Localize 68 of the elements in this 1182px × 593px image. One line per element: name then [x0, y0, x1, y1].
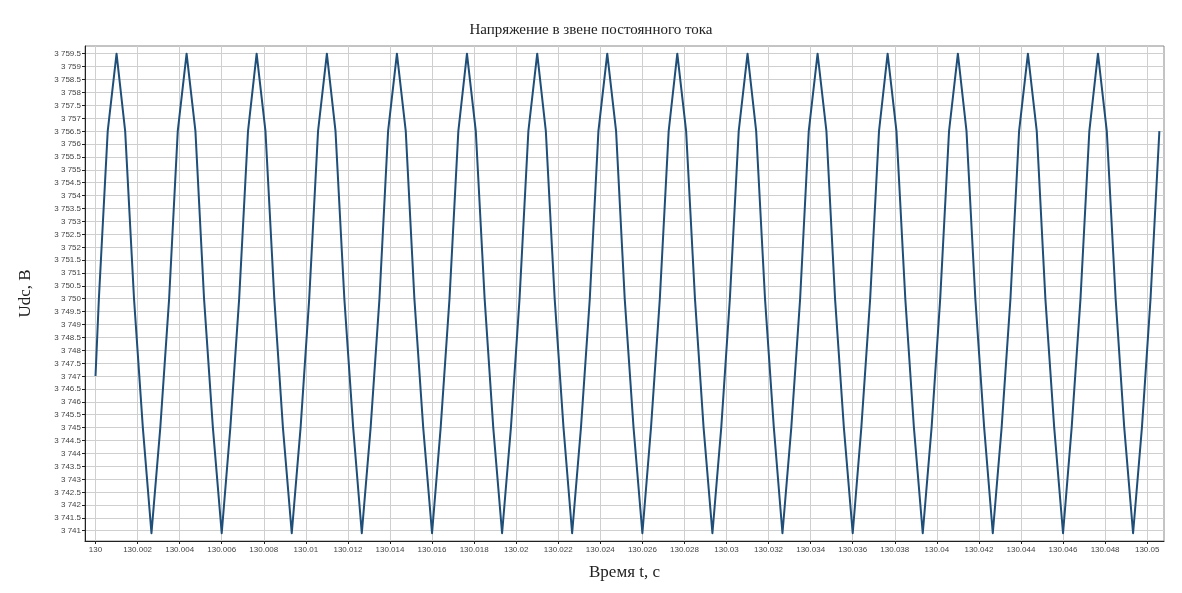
- y-tick-label: 3 744.5: [54, 435, 82, 445]
- y-tick-label: 3 758: [60, 87, 82, 97]
- x-tick-label: 130.004: [165, 544, 195, 554]
- line-series: [94, 52, 1161, 535]
- x-tick-label: 130.03: [714, 544, 740, 554]
- x-tick-label: 130.04: [924, 544, 950, 554]
- y-tick-label: 3 756: [60, 139, 82, 149]
- x-tick-label: 130.05: [1134, 544, 1160, 554]
- y-tick-label: 3 749: [60, 319, 82, 329]
- y-tick-label: 3 759: [60, 62, 82, 72]
- x-tick-label: 130.014: [375, 544, 405, 554]
- y-tick-label: 3 747: [60, 371, 82, 381]
- x-tick-label: 130.016: [417, 544, 448, 554]
- y-tick-label: 3 746.5: [54, 384, 82, 394]
- y-tick-label: 3 757.5: [54, 100, 82, 110]
- x-tick-label: 130.008: [249, 544, 279, 554]
- y-tick-label: 3 755: [60, 165, 82, 175]
- x-tick-label: 130.034: [796, 544, 826, 554]
- x-tick-label: 130.042: [964, 544, 994, 554]
- y-tick-label: 3 744: [60, 448, 82, 458]
- x-tick-label: 130.024: [585, 544, 616, 554]
- y-tick-label: 3 753.5: [54, 203, 82, 213]
- y-tick-label: 3 754.5: [54, 178, 82, 188]
- x-tick-label: 130.044: [1006, 544, 1036, 554]
- y-tick-label: 3 752.5: [54, 229, 82, 239]
- x-tick-label: 130.002: [123, 544, 153, 554]
- y-tick-label: 3 750.5: [54, 281, 82, 291]
- y-tick-label: 3 758.5: [54, 75, 82, 85]
- x-tick-label: 130.026: [627, 544, 658, 554]
- y-tick-label: 3 759.5: [54, 49, 82, 59]
- x-tick-label: 130.048: [1090, 544, 1121, 554]
- x-tick-label: 130.046: [1048, 544, 1079, 554]
- y-tick-label: 3 741.5: [54, 513, 82, 523]
- y-tick-label: 3 751.5: [54, 255, 82, 265]
- y-tick-label: 3 743: [60, 474, 82, 484]
- y-tick-label: 3 747.5: [54, 358, 82, 368]
- y-tick-label: 3 742.5: [54, 487, 82, 497]
- y-tick-label: 3 743.5: [54, 461, 82, 471]
- x-tick-label: 130.038: [880, 544, 910, 554]
- x-tick-label: 130.02: [503, 544, 529, 554]
- x-tick-label: 130.006: [207, 544, 237, 554]
- x-tick-label: 130.036: [838, 544, 868, 554]
- x-tick-label: 130.01: [293, 544, 319, 554]
- y-tick-label: 3 751: [60, 268, 82, 278]
- y-axis-title: Udc, В: [15, 269, 34, 318]
- x-tick-label: 130.028: [669, 544, 700, 554]
- y-tick-label: 3 752: [60, 242, 82, 252]
- y-tick-label: 3 748.5: [54, 332, 82, 342]
- x-axis-title: Время t, с: [589, 562, 661, 581]
- y-tick-label: 3 745: [60, 423, 82, 433]
- x-tick-label: 130: [88, 544, 103, 554]
- y-tick-label: 3 754: [60, 191, 82, 201]
- y-tick-label: 3 753: [60, 216, 82, 226]
- y-tick-label: 3 741: [60, 526, 82, 536]
- chart-title: Напряжение в звене постоянного тока: [469, 20, 713, 37]
- y-tick-label: 3 756.5: [54, 126, 82, 136]
- y-tick-label: 3 757: [60, 113, 82, 123]
- y-tick-label: 3 742: [60, 500, 82, 510]
- y-tick-label: 3 749.5: [54, 307, 82, 317]
- x-tick-label: 130.018: [459, 544, 490, 554]
- y-tick-label: 3 748: [60, 345, 82, 355]
- y-tick-label: 3 745.5: [54, 410, 82, 420]
- x-tick-label: 130.032: [754, 544, 784, 554]
- y-tick-label: 3 750: [60, 294, 82, 304]
- y-tick-label: 3 755.5: [54, 152, 82, 162]
- y-tick-label: 3 746: [60, 397, 82, 407]
- x-tick-label: 130.012: [333, 544, 363, 554]
- x-tick-label: 130.022: [543, 544, 574, 554]
